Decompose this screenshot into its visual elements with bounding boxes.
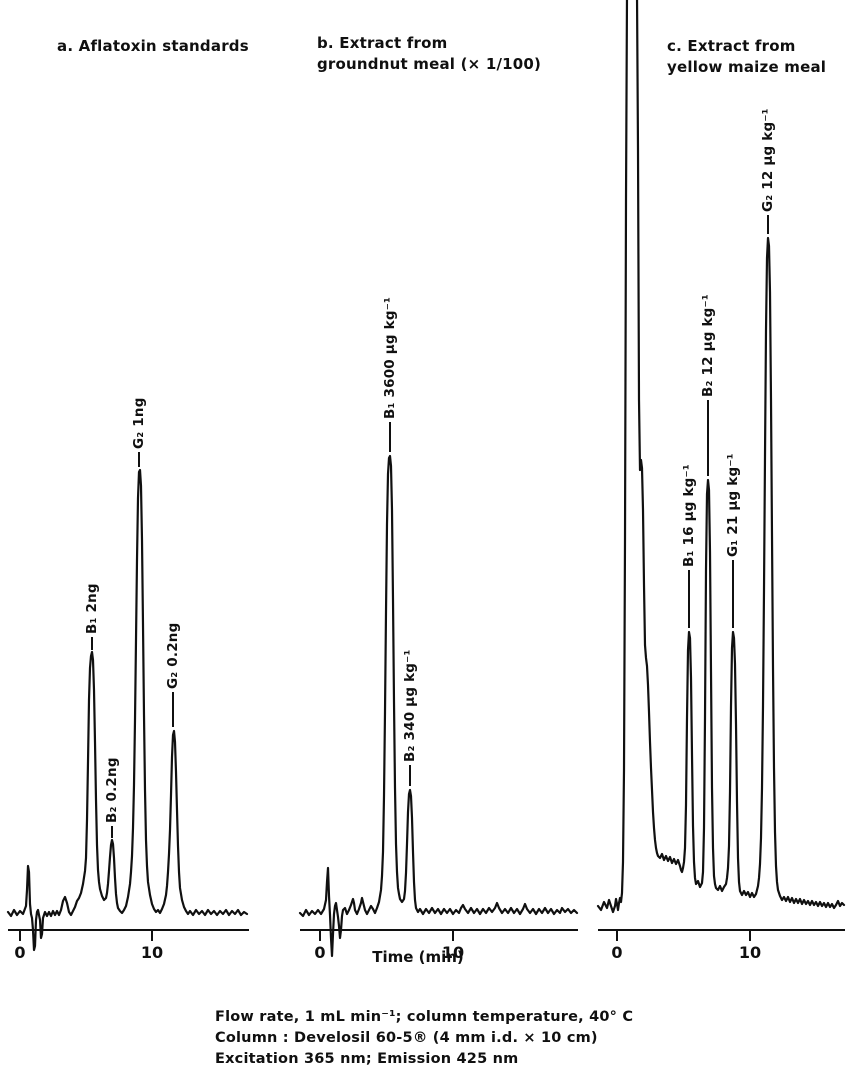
x-tick-label-b-0: 0 [314, 943, 325, 962]
x-tick-label-a-10: 10 [141, 943, 163, 962]
panel-b-title: b. Extract from groundnut meal (× 1/100) [317, 33, 541, 75]
panel-c: 0 10 [596, 0, 846, 962]
caption-line-wavelengths: Excitation 365 nm; Emission 425 nm [215, 1051, 519, 1067]
chromatogram-trace-c [596, 0, 846, 914]
x-axis-title: Time (min) [372, 948, 464, 966]
panel-a-title: a. Aflatoxin standards [57, 37, 249, 55]
caption-line-flow-rate: Flow rate, 1 mL min⁻¹; column temperatur… [215, 1009, 634, 1025]
chromatogram-trace-b [298, 454, 579, 958]
x-tick-label-b-10: 10 [442, 943, 464, 962]
panel-b-title-line1: b. Extract from [317, 34, 448, 52]
panel-b: 0 10 [298, 422, 579, 962]
panel-c-title: c. Extract from yellow maize meal [667, 36, 826, 78]
panel-a: 0 10 [6, 452, 249, 962]
x-tick-label-a-0: 0 [14, 943, 25, 962]
panel-c-title-line1: c. Extract from [667, 37, 796, 55]
caption-line-column: Column : Develosil 60-5® (4 mm i.d. × 10… [215, 1030, 598, 1046]
panel-b-title-line2: groundnut meal (× 1/100) [317, 55, 542, 73]
figure-caption: Flow rate, 1 mL min⁻¹; column temperatur… [215, 1007, 633, 1070]
chromatogram-trace-a [6, 468, 249, 952]
panel-c-title-line2: yellow maize meal [667, 58, 827, 76]
x-tick-label-c-10: 10 [739, 943, 761, 962]
x-tick-label-c-0: 0 [611, 943, 622, 962]
